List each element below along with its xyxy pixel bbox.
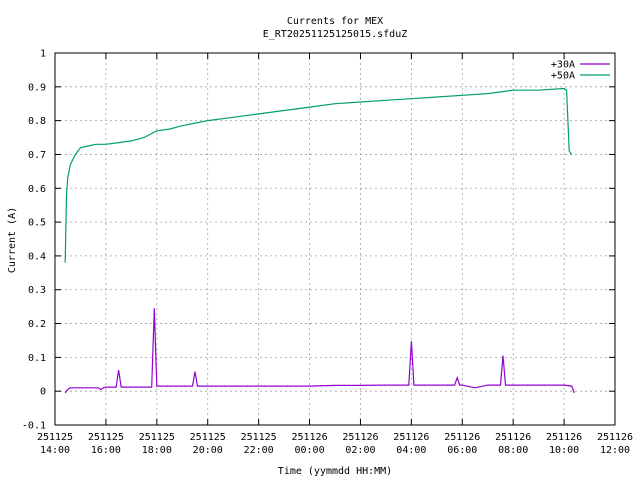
y-axis-label: Current (A) <box>7 207 18 273</box>
y-tick-label: 0.3 <box>28 285 46 296</box>
x-tick-date: 251125 <box>88 432 124 443</box>
x-tick-date: 251126 <box>393 432 429 443</box>
y-tick-label: 0.4 <box>28 251 46 262</box>
y-tick-label: 0.9 <box>28 82 46 93</box>
y-tick-label: 0.8 <box>28 116 46 127</box>
x-tick-date: 251126 <box>291 432 327 443</box>
x-tick-date: 251126 <box>444 432 480 443</box>
y-tick-label: 0 <box>40 387 46 398</box>
y-tick-label: 0.5 <box>28 218 46 229</box>
plot-frame <box>54 52 616 426</box>
y-tick-label: 0.2 <box>28 319 46 330</box>
x-tick-time: 22:00 <box>244 445 274 456</box>
chart-title: Currents for MEX <box>287 16 383 27</box>
x-tick-time: 08:00 <box>498 445 528 456</box>
x-ticks: 251125 14:00 251125 16:00 251125 18:00 251125 2… <box>37 53 633 456</box>
x-tick-date: 251126 <box>495 432 531 443</box>
x-axis-label: Time (yymmdd HH:MM) <box>278 466 392 477</box>
legend: +30A+50A <box>551 60 610 82</box>
x-tick-time: 04:00 <box>396 445 426 456</box>
x-tick-time: 20:00 <box>193 445 223 456</box>
x-tick-time: 06:00 <box>447 445 477 456</box>
x-tick-time: 14:00 <box>40 445 70 456</box>
x-tick-time: 16:00 <box>91 445 121 456</box>
x-tick-date: 251126 <box>597 432 633 443</box>
y-tick-label: 1 <box>40 49 46 60</box>
series-group <box>64 87 575 394</box>
legend-label: +30A <box>551 60 575 71</box>
series-line-30a <box>64 308 575 394</box>
x-tick-date: 251125 <box>190 432 226 443</box>
y-tick-label: 0.6 <box>28 184 46 195</box>
y-tick-label: 0.1 <box>28 353 46 364</box>
legend-label: +50A <box>551 71 575 82</box>
x-tick-time: 18:00 <box>142 445 172 456</box>
x-tick-date: 251125 <box>139 432 175 443</box>
x-tick-time: 02:00 <box>345 445 375 456</box>
x-tick-date: 251125 <box>241 432 277 443</box>
y-tick-label: 0.7 <box>28 150 46 161</box>
series-line-50a <box>64 87 573 263</box>
grid <box>54 52 616 426</box>
x-tick-time: 12:00 <box>600 445 630 456</box>
x-tick-time: 00:00 <box>294 445 324 456</box>
x-tick-date: 251125 <box>37 432 73 443</box>
x-tick-date: 251126 <box>546 432 582 443</box>
chart-subtitle: E_RT20251125125015.sfduZ <box>263 29 408 40</box>
x-tick-time: 10:00 <box>549 445 579 456</box>
y-ticks: -0.1 0 0.1 0.2 0.3 0.4 0.5 0.6 0.7 0.8 0.9 1 <box>22 49 615 432</box>
y-tick-label: -0.1 <box>22 421 46 432</box>
x-tick-date: 251126 <box>342 432 378 443</box>
